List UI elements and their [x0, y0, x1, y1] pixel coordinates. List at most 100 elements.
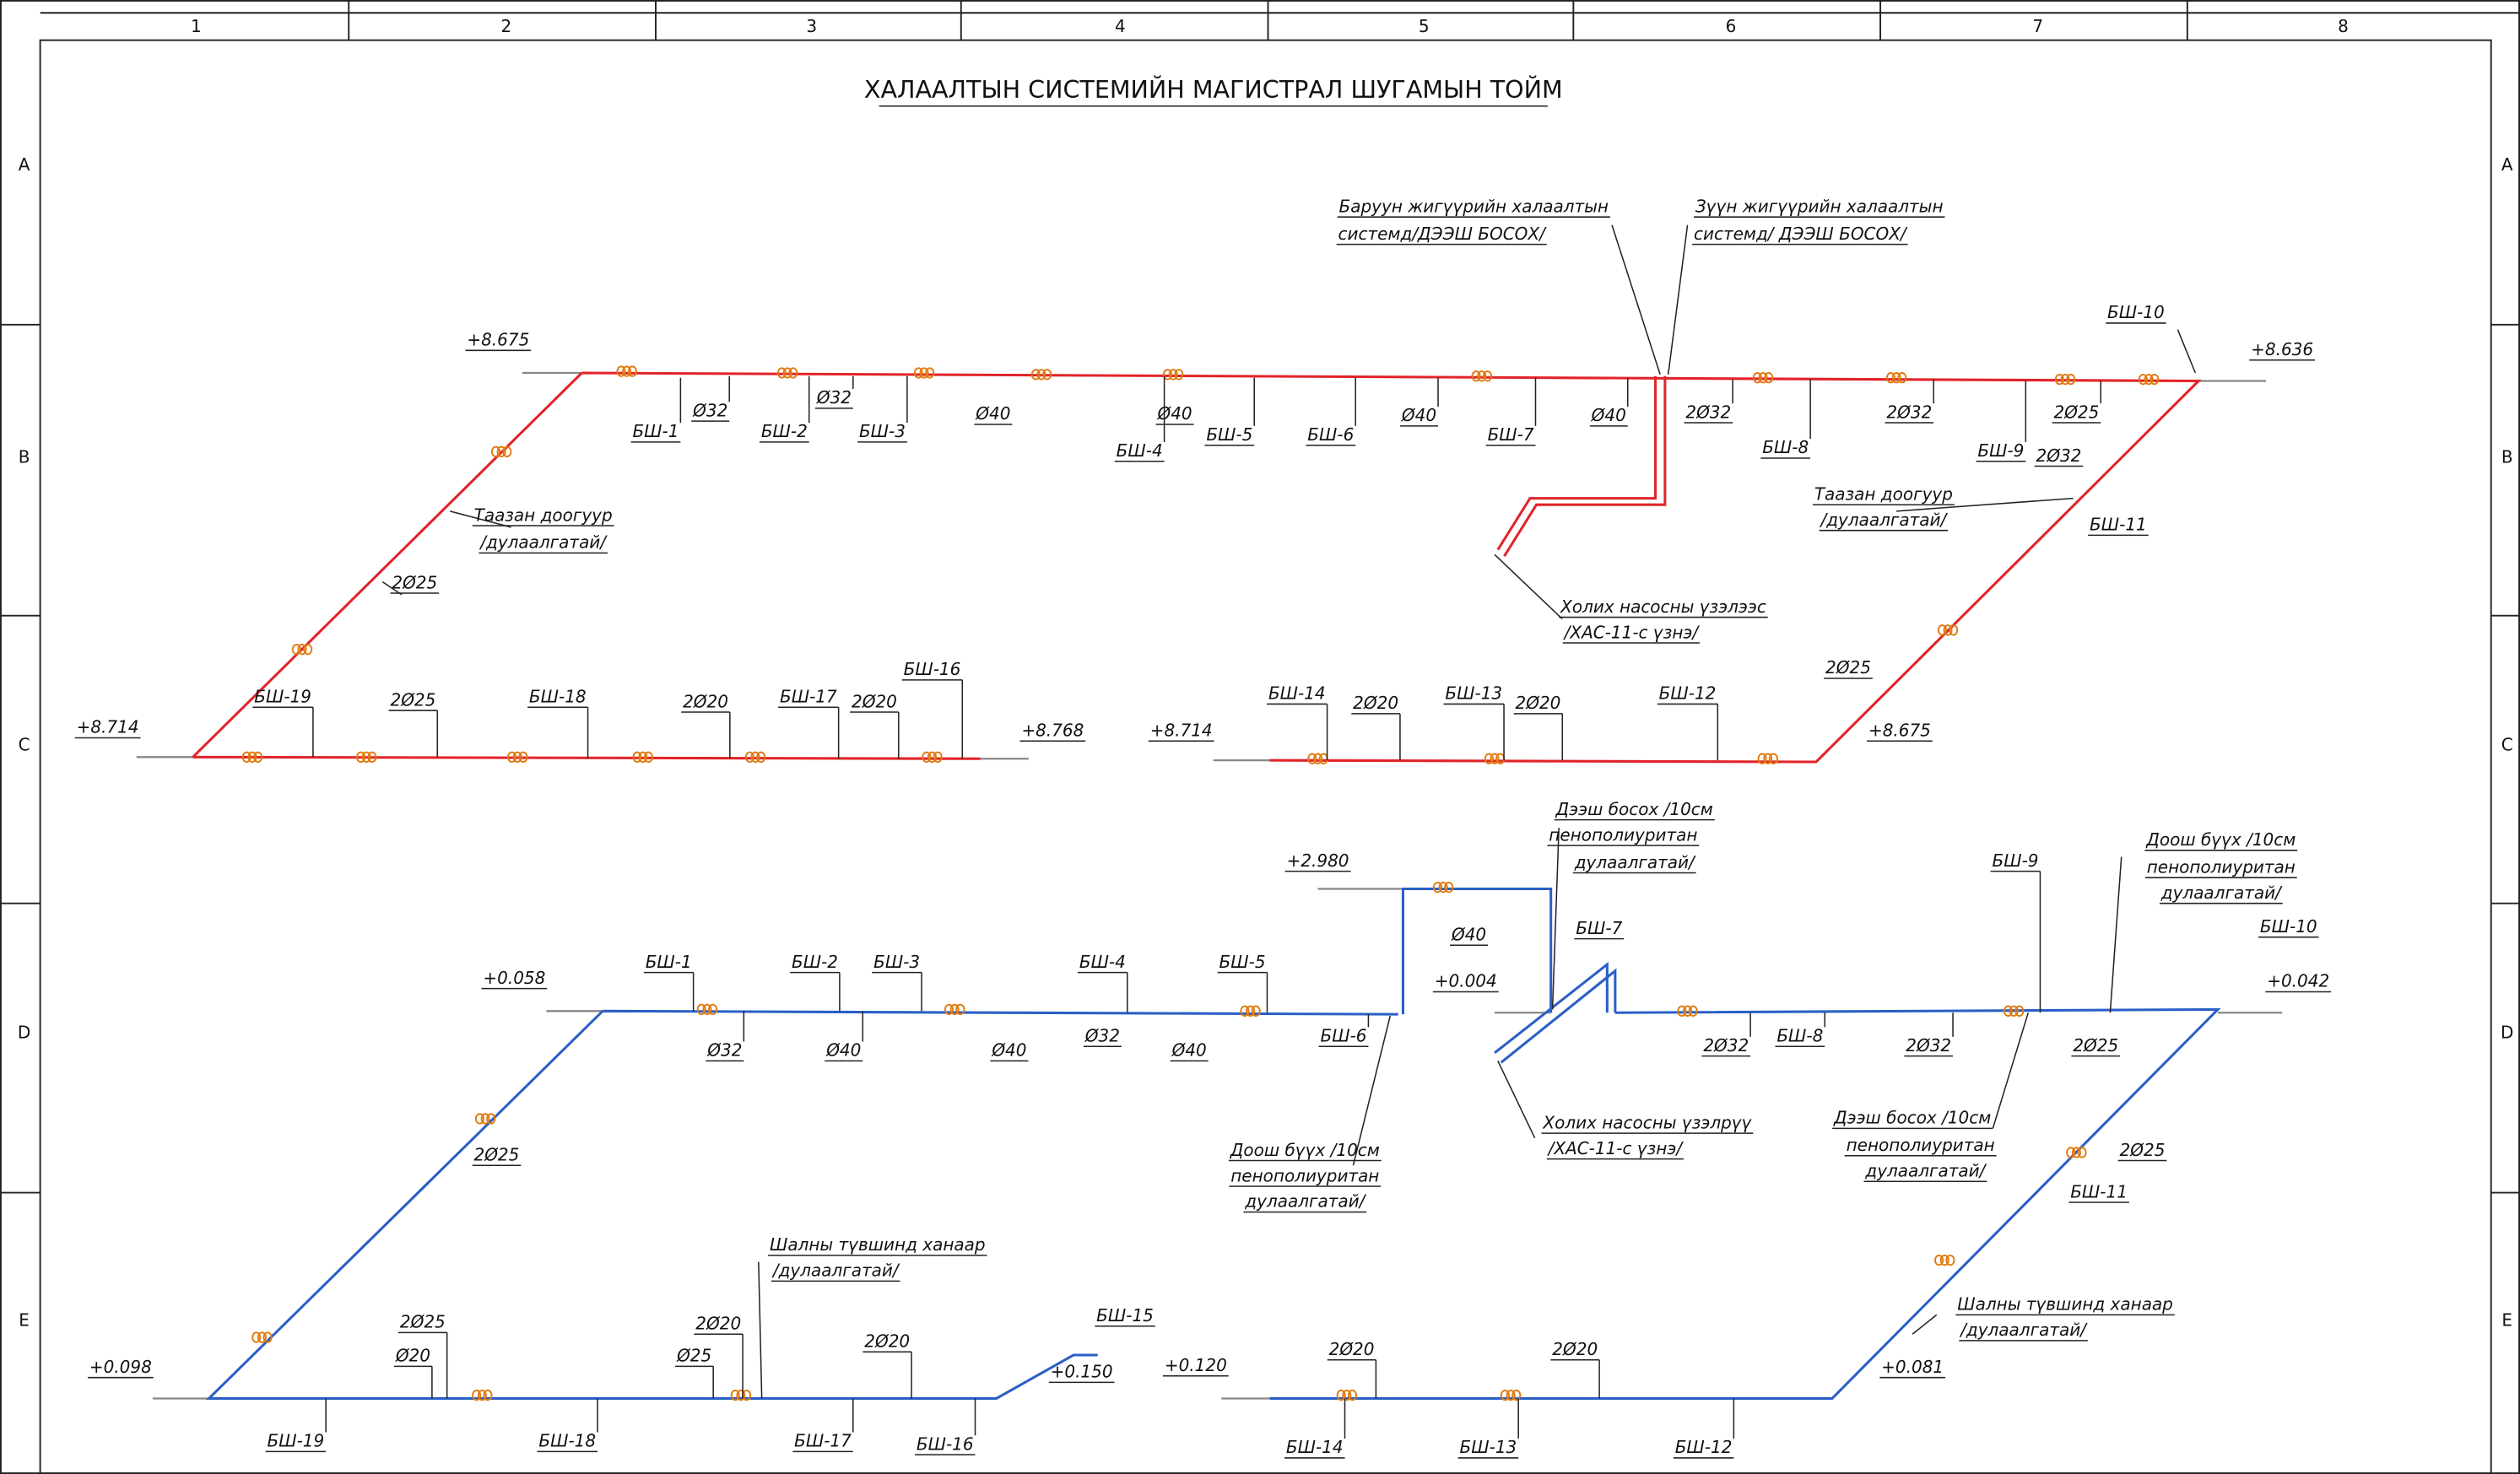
pipe-label: БШ-6 [1307, 424, 1354, 445]
column-label: 8 [2338, 16, 2349, 36]
pipe-label: Баруун жигүүрийн халаалтын [1339, 196, 1609, 216]
compensator [782, 367, 792, 379]
compensator [480, 1113, 490, 1125]
pipe-label: БШ-6 [1321, 1026, 1367, 1046]
pipe-label: Ø20 [395, 1346, 430, 1366]
compensator [1768, 753, 1778, 764]
compensator [297, 644, 307, 656]
compensator [251, 1331, 262, 1343]
compensator [1939, 1254, 1949, 1266]
pipe-label: БШ-8 [1762, 437, 1809, 457]
compensator [253, 751, 263, 763]
compensator [1490, 753, 1500, 764]
compensator [1764, 372, 1774, 384]
pipe-label: БШ-13 [1460, 1437, 1517, 1457]
pipe-label: дулаалгатай/ [1574, 852, 1696, 872]
compensator [2071, 1147, 2081, 1158]
compensator [367, 751, 377, 763]
pipe-label: /ХАС-11-с үзнэ/ [1563, 622, 1701, 642]
compensator [944, 1003, 954, 1016]
compensator [1945, 1254, 1955, 1266]
pipe-label: Таазан доогуур [1814, 483, 1953, 504]
pipe-label: 2Ø20 [695, 1314, 741, 1334]
pipe-label: БШ-8 [1776, 1026, 1823, 1046]
pipe-label: БШ-17 [794, 1431, 852, 1451]
compensator [1318, 753, 1328, 764]
pipe-label: Ø32 [816, 387, 852, 408]
compensator [2138, 373, 2148, 386]
compensator [1934, 1254, 1944, 1266]
compensator [919, 367, 929, 379]
compensator [1174, 369, 1184, 381]
compensator [750, 751, 760, 763]
compensator [643, 751, 653, 763]
pipe-label: /ХАС-11-с үзнэ/ [1547, 1138, 1685, 1158]
pipe-label: БШ-10 [2107, 302, 2165, 322]
row-label: C [19, 735, 30, 755]
compensator [776, 367, 787, 379]
compensator [241, 751, 251, 763]
pipe-label: /дулаалгатай/ [771, 1261, 900, 1281]
compensator [708, 1003, 718, 1016]
pipe-label: Ø40 [1591, 405, 1626, 425]
pipe-label: пенополиуритан [2147, 856, 2296, 877]
pipe-label: Доош бүүх /10см [2145, 829, 2296, 850]
column-label: 1 [191, 16, 202, 36]
pipe-label: /дулаалгатай/ [1820, 510, 1949, 530]
pipe-label: 2Ø25 [2053, 402, 2099, 422]
pipe-label: +8.636 [2251, 339, 2313, 359]
compensator [1757, 753, 1767, 764]
compensator [303, 644, 313, 656]
compensator [696, 1003, 706, 1016]
pipe-label: 2Ø20 [1552, 1339, 1598, 1359]
compensator [622, 365, 632, 377]
pipe-label: БШ-16 [917, 1434, 974, 1454]
compensator [1342, 1389, 1352, 1401]
pipe-label: 2Ø25 [400, 1312, 446, 1332]
compensator [2077, 1147, 2087, 1158]
compensator [1752, 372, 1762, 384]
compensator [616, 365, 626, 377]
pipe-label: +0.058 [483, 968, 545, 988]
compensator [1471, 370, 1481, 382]
row-label: B [19, 447, 30, 467]
pipe-label: БШ-7 [1488, 424, 1534, 445]
compensator [1763, 753, 1773, 764]
pipe-label: +0.098 [89, 1357, 152, 1377]
compensator [627, 365, 637, 377]
compensator [2014, 1005, 2025, 1017]
compensator [1036, 369, 1046, 381]
pipe-label: +8.675 [1868, 721, 1931, 741]
pipe-label: Ø32 [1084, 1026, 1120, 1046]
column-label: 3 [806, 16, 817, 36]
pipe-label: БШ-4 [1117, 440, 1163, 461]
pipe-label: +8.714 [1150, 721, 1213, 741]
pipe-label: 2Ø20 [683, 691, 728, 711]
pipe-label: 2Ø20 [1353, 693, 1398, 713]
compensator [1897, 372, 1907, 384]
pipe-label: 2Ø32 [1906, 1035, 1951, 1056]
compensator [477, 1389, 487, 1401]
pipe-label: БШ-11 [2070, 1181, 2128, 1201]
pipe-label: +0.150 [1051, 1362, 1113, 1382]
pipe-label: +0.120 [1165, 1355, 1227, 1375]
compensator [2066, 1147, 2076, 1158]
compensator [247, 751, 257, 763]
column-label: 4 [1115, 16, 1126, 36]
return-riser [1494, 961, 1617, 1064]
compensator [490, 445, 501, 458]
compensator [361, 751, 371, 763]
pipe-label: БШ-18 [529, 687, 587, 707]
compensator [1477, 370, 1487, 382]
pipe-label: Шалны түвшинд ханаар [770, 1234, 986, 1255]
pipe-label: дулаалгатай/ [1864, 1161, 1987, 1181]
compensator [1432, 881, 1442, 894]
pipe-label: 2Ø32 [2036, 445, 2082, 466]
compensator [507, 751, 517, 763]
pipe-label: 2Ø25 [1825, 657, 1871, 678]
leaders [381, 224, 2197, 620]
pipe-label: 2Ø25 [390, 689, 435, 710]
compensator [1246, 1005, 1256, 1017]
